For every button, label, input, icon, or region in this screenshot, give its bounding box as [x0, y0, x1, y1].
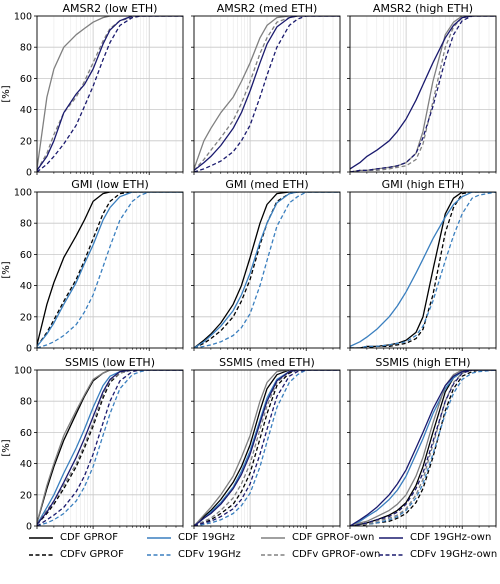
series-line-cdf-gprof-own	[37, 370, 183, 524]
legend-label: CDF 19GHz	[178, 532, 235, 543]
series-line-cdf-19-own	[350, 16, 496, 170]
legend-swatch	[147, 553, 171, 556]
y-tick-label: 80	[20, 43, 32, 54]
panel-3-1: SSMIS (low ETH)02040608010010⁻¹10⁰10¹Pre…	[1, 356, 184, 531]
y-tick-label: 40	[20, 459, 32, 470]
series-line-cdf-19-own	[194, 370, 340, 526]
legend-label: CDFv GPROF	[60, 549, 124, 560]
series-line-cdf-gprof-own	[350, 370, 496, 526]
series-line-cdfv-19-own	[194, 370, 340, 526]
panel-title: AMSR2 (high ETH)	[373, 2, 473, 15]
series-line-cdfv-19	[37, 192, 183, 348]
y-tick-label: 0	[26, 344, 32, 355]
y-axis-label: [%]	[1, 85, 12, 102]
panel-1-1: AMSR2 (low ETH) 0 20 40 60 80 100 [%]	[1, 2, 184, 179]
series-line-cdfv-gprof-own	[194, 16, 340, 171]
y-tick-label: 40	[20, 105, 32, 116]
y-tick-label: 60	[20, 428, 32, 439]
series-line-cdf-19	[37, 192, 183, 347]
series-line-cdfv-19-own	[37, 370, 183, 526]
series-line-cdf-19	[194, 370, 340, 526]
series-line-cdfv-gprof	[350, 192, 496, 348]
y-tick-label: 0	[26, 168, 32, 179]
legend-label: CDFv GPROF-own	[292, 549, 381, 560]
figure-canvas: AMSR2 (low ETH) 0 20 40 60 80 100 [%] AMSR2 (med…	[1, 2, 497, 531]
legend-swatch	[261, 553, 285, 556]
panel-title: SSMIS (low ETH)	[65, 356, 155, 369]
y-tick-label: 60	[20, 250, 32, 261]
series-line-cdfv-19	[194, 370, 340, 526]
legend-label: CDF 19GHz-own	[410, 532, 492, 543]
series-line-cdf-19-own	[37, 16, 183, 171]
panel-title: SSMIS (high ETH)	[375, 356, 470, 369]
panel-2-3: GMI (high ETH)	[347, 178, 497, 351]
y-tick-label: 100	[14, 366, 32, 377]
series-line-cdf-gprof	[194, 370, 340, 526]
panel-title: GMI (high ETH)	[382, 178, 465, 191]
series-line-cdf-gprof-own	[194, 370, 340, 526]
panel-title: GMI (low ETH)	[71, 178, 149, 191]
series-line-cdf-19-own	[194, 16, 340, 171]
series-line-cdfv-gprof-own	[37, 16, 183, 171]
series-line-cdfv-19	[350, 370, 496, 526]
y-tick-label: 40	[20, 281, 32, 292]
legend-swatch	[379, 536, 403, 539]
panel-1-3: AMSR2 (high ETH)	[347, 2, 497, 175]
panel-2-1: GMI (low ETH) 0 20 40 60 80 100 [%]	[1, 178, 184, 355]
series-line-cdfv-gprof-own	[350, 370, 496, 526]
y-tick-label: 0	[26, 522, 32, 531]
y-axis-label: [%]	[1, 439, 12, 456]
legend-item-cdf-gprof-own: CDF GPROF-own	[260, 532, 374, 543]
legend-swatch	[147, 536, 171, 539]
series-line-cdfv-gprof	[37, 192, 183, 347]
legend-item-cdfv-gprof: CDFv GPROF	[28, 549, 124, 560]
panel-title: AMSR2 (low ETH)	[63, 2, 158, 15]
y-tick-label: 20	[20, 136, 32, 147]
series-line-cdf-19	[37, 370, 183, 525]
legend-swatch	[29, 536, 53, 539]
series-line-cdfv-gprof	[37, 370, 183, 525]
panel-2-2: GMI (med ETH)	[191, 178, 341, 351]
legend-swatch	[29, 553, 53, 556]
legend-label: CDF GPROF	[60, 532, 118, 543]
series-line-cdfv-19	[194, 192, 340, 348]
y-tick-label: 80	[20, 219, 32, 230]
legend-label: CDF GPROF-own	[292, 532, 375, 543]
series-line-cdf-gprof-own	[37, 16, 183, 169]
legend-label: CDFv 19GHz	[178, 549, 241, 560]
series-line-cdfv-19	[350, 192, 496, 348]
y-tick-label: 20	[20, 312, 32, 323]
y-tick-label: 20	[20, 490, 32, 501]
y-tick-label: 100	[14, 188, 32, 199]
y-tick-label: 60	[20, 74, 32, 85]
y-axis-label: [%]	[1, 261, 12, 278]
series-line-cdf-gprof-own	[194, 16, 340, 170]
series-line-cdf-gprof	[194, 192, 340, 348]
legend-item-cdf-19: CDF 19GHz	[146, 532, 235, 543]
legend-item-cdfv-19: CDFv 19GHz	[146, 549, 241, 560]
series-line-cdf-19	[350, 192, 496, 347]
legend-item-cdf-gprof: CDF GPROF	[28, 532, 118, 543]
series-line-cdf-19-own	[37, 370, 183, 525]
panel-3-3: SSMIS (high ETH)10⁻¹10⁰10¹Precipitation …	[347, 356, 497, 529]
legend-swatch	[379, 553, 403, 556]
panel-title: GMI (med ETH)	[225, 178, 308, 191]
legend-swatch	[261, 536, 285, 539]
series-line-cdfv-19-own	[350, 16, 496, 172]
legend-item-cdfv-19-own: CDFv 19GHz-own	[378, 549, 497, 560]
series-line-cdf-gprof	[37, 192, 183, 346]
panel-3-2: SSMIS (med ETH)10⁻¹10⁰10¹Precipitation i…	[191, 356, 341, 529]
panel-title: AMSR2 (med ETH)	[217, 2, 318, 15]
series-line-cdfv-19-own	[194, 16, 340, 172]
y-tick-label: 80	[20, 397, 32, 408]
panel-1-2: AMSR2 (med ETH)	[191, 2, 341, 175]
panel-title: SSMIS (med ETH)	[219, 356, 315, 369]
legend-item-cdfv-gprof-own: CDFv GPROF-own	[260, 549, 380, 560]
series-line-cdfv-19-own	[350, 370, 496, 526]
legend-item-cdf-19-own: CDF 19GHz-own	[378, 532, 491, 543]
series-line-cdf-19-own	[350, 370, 496, 526]
y-tick-label: 100	[14, 12, 32, 23]
legend-label: CDFv 19GHz-own	[410, 549, 498, 560]
series-line-cdf-19	[194, 192, 340, 348]
